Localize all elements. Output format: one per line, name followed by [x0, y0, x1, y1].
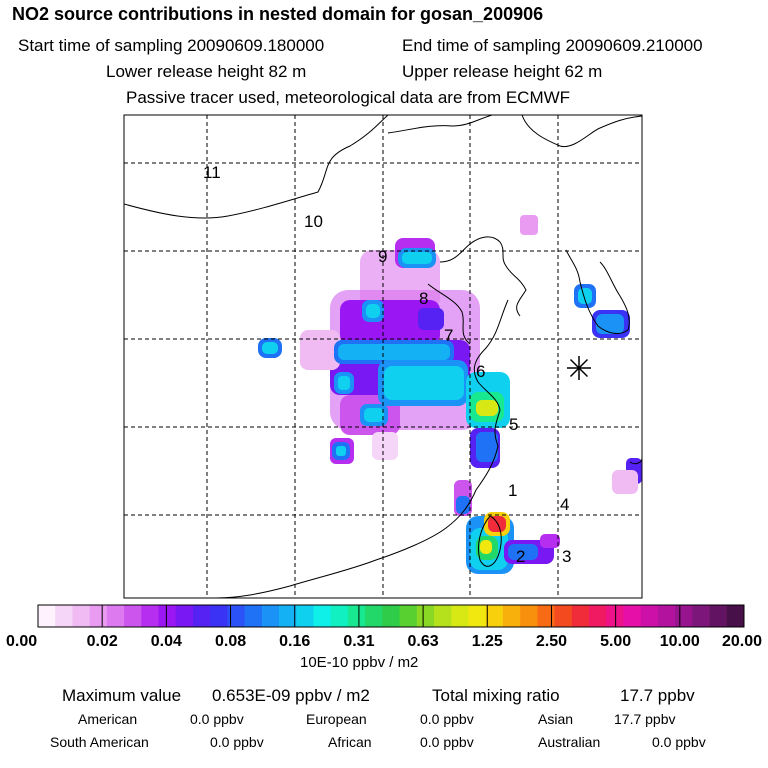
source-name: American [78, 711, 138, 727]
concentration-patch [418, 308, 444, 330]
maximum-value: 0.653E-09 ppbv / m2 [212, 686, 370, 705]
coastline [124, 115, 389, 219]
source-value: 0.0 ppbv [652, 734, 706, 750]
colorbar-tick-label: 5.00 [600, 633, 631, 650]
upper-release-height: Upper release height 62 m [402, 62, 603, 81]
receptor-marker [567, 356, 591, 380]
source-value: 0.0 ppbv [190, 711, 244, 727]
concentration-patch [520, 215, 538, 235]
coastline [521, 115, 642, 148]
source-value: 0.0 ppbv [210, 734, 264, 750]
concentration-patch [338, 344, 450, 360]
colorbar-tick-label: 2.50 [536, 633, 567, 650]
total-mixing-value: 17.7 ppbv [620, 686, 695, 705]
concentration-patch [300, 330, 340, 370]
concentration-patch [262, 342, 278, 354]
concentration-patch [372, 432, 398, 460]
concentration-patch [578, 288, 592, 304]
concentration-patch [402, 252, 432, 264]
colorbar-tick-label: 0.04 [151, 633, 182, 650]
concentration-patch [480, 540, 492, 554]
map-plot: 11 10 9 87 6 5 1 4 2 3 [123, 114, 643, 599]
map-frame [123, 114, 643, 599]
colorbar-tick-label: 0.31 [343, 633, 374, 650]
lower-release-height: Lower release height 82 m [106, 62, 307, 81]
concentration-patch [364, 408, 384, 422]
concentration-patch [336, 446, 346, 456]
start-time-label: Start time of sampling 20090609.180000 [18, 36, 325, 55]
source-name: South American [50, 734, 149, 750]
concentration-patch [384, 366, 464, 400]
source-value: 0.0 ppbv [420, 734, 474, 750]
region-label: 8 [419, 289, 428, 308]
coastlines [124, 115, 642, 598]
colorbar-tick-label: 0.02 [87, 633, 118, 650]
concentration-field [258, 215, 642, 574]
region-label: 11 [203, 163, 221, 182]
receptor-stroke [569, 358, 589, 378]
coastline [215, 299, 509, 598]
concentration-patch [338, 376, 350, 390]
lat-lon-grid [124, 115, 642, 598]
maximum-label: Maximum value [62, 686, 182, 705]
region-label: 7 [444, 326, 453, 345]
chart-title: NO2 source contributions in nested domai… [12, 4, 544, 24]
tracer-note: Passive tracer used, meteorological data… [126, 88, 571, 107]
colorbar-tick-label: 0.00 [6, 633, 37, 650]
concentration-patch [596, 314, 624, 334]
source-value: 0.0 ppbv [420, 711, 474, 727]
source-name: Australian [538, 734, 601, 750]
concentration-patch [476, 400, 498, 416]
coastline [427, 283, 471, 345]
concentration-patch [540, 534, 560, 548]
coastline [565, 249, 630, 334]
region-labels: 11 10 9 87 6 5 1 4 2 3 [203, 163, 571, 566]
region-label: 1 [508, 481, 517, 500]
colorbar-units: 10E-10 ppbv / m2 [300, 654, 419, 671]
region-label: 4 [560, 495, 569, 514]
source-name: Asian [538, 711, 574, 727]
colorbar-tick-label: 10.00 [660, 633, 700, 650]
coastline [477, 515, 502, 567]
concentration-patch [366, 304, 380, 318]
colorbar-tick-label: 0.63 [408, 633, 439, 650]
total-mixing-label: Total mixing ratio [432, 686, 560, 705]
source-value: 17.7 ppbv [614, 711, 676, 727]
concentration-patch [476, 432, 498, 462]
region-label: 3 [562, 547, 571, 566]
end-time-label: End time of sampling 20090609.210000 [402, 36, 703, 55]
source-name: European [306, 711, 367, 727]
region-label: 6 [476, 362, 485, 381]
concentration-patch [456, 496, 470, 514]
colorbar-tick-label: 0.16 [279, 633, 310, 650]
source-name: African [328, 734, 372, 750]
region-label: 5 [509, 415, 518, 434]
coastline [439, 236, 527, 317]
concentration-patch [508, 544, 538, 560]
concentration-patch [488, 516, 506, 532]
colorbar-tick-label: 20.00 [722, 633, 762, 650]
colorbar-tick-label: 1.25 [472, 633, 503, 650]
region-label: 2 [516, 547, 525, 566]
concentration-patch [612, 470, 638, 494]
region-label: 9 [378, 247, 387, 266]
colorbar-tick-label: 0.08 [215, 633, 246, 650]
region-label: 10 [304, 212, 323, 231]
coastline [387, 115, 493, 134]
